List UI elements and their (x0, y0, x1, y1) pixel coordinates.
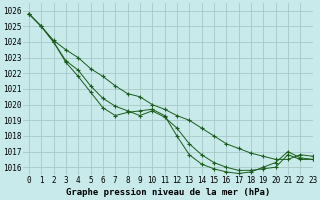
X-axis label: Graphe pression niveau de la mer (hPa): Graphe pression niveau de la mer (hPa) (66, 188, 270, 197)
